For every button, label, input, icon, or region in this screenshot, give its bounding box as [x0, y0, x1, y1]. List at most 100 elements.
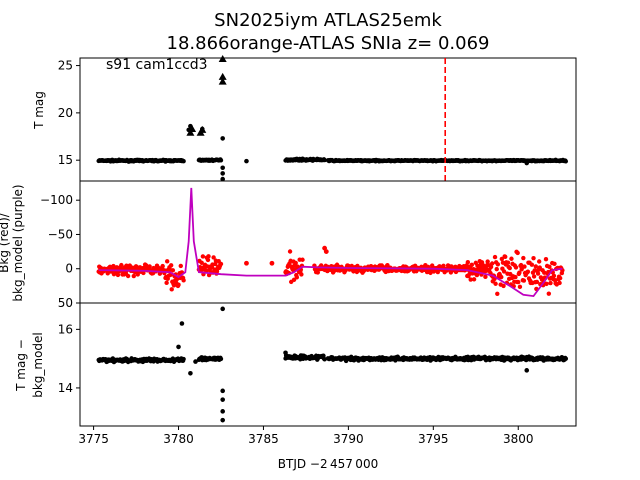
data-point — [322, 157, 327, 163]
background-point — [537, 265, 542, 270]
background-point — [300, 257, 305, 262]
background-point — [355, 263, 360, 269]
background-point — [535, 271, 541, 276]
background-point — [533, 264, 538, 269]
data-point — [181, 356, 186, 362]
background-point — [515, 250, 520, 256]
background-point — [495, 291, 500, 296]
y-tick-label: −100 — [40, 193, 73, 207]
data-point — [176, 344, 181, 350]
y-tick-label: 15 — [58, 153, 73, 167]
background-point — [205, 257, 211, 263]
background-point — [287, 249, 293, 254]
data-point — [179, 321, 185, 326]
background-point — [542, 270, 547, 275]
background-point — [548, 280, 553, 286]
background-point — [499, 274, 504, 280]
background-point — [293, 260, 298, 266]
bottom-y-axis-label-line1: T mag − — [14, 339, 28, 392]
background-point — [507, 265, 512, 271]
background-point — [244, 260, 249, 266]
x-axis-label: BTJD −2 457 000 — [278, 457, 378, 471]
background-point — [115, 272, 121, 278]
data-point — [244, 158, 249, 164]
background-point — [199, 260, 204, 266]
data-point — [220, 176, 225, 182]
background-point — [516, 279, 521, 285]
data-point — [220, 388, 225, 394]
background-point — [471, 277, 477, 282]
data-point — [218, 158, 224, 163]
y-tick-label: −50 — [48, 227, 73, 241]
background-point — [206, 254, 211, 259]
background-point — [485, 259, 490, 264]
x-tick-label: 3785 — [248, 432, 279, 446]
background-point — [547, 264, 552, 270]
background-point — [478, 265, 483, 271]
upper-limit-triangle — [188, 124, 197, 132]
background-point — [131, 273, 136, 279]
panel-bottom-mag-minus-model: 14 16 3775 3780 3785 3790 3795 3800 — [58, 302, 577, 446]
middle-y-axis-label-line1: Bkg (red)/ — [0, 212, 11, 273]
upper-limit-triangle — [218, 77, 227, 85]
background-point — [204, 268, 209, 273]
background-point — [529, 262, 535, 267]
background-point — [525, 269, 531, 274]
background-point — [557, 280, 562, 286]
background-point — [147, 264, 152, 269]
data-point — [220, 409, 225, 414]
background-point — [294, 275, 300, 280]
bottom-y-axis-label-line2: bkg_model — [31, 332, 45, 398]
background-point — [468, 277, 473, 282]
data-point — [322, 357, 327, 362]
x-tick-label: 3800 — [503, 432, 534, 446]
background-point — [125, 273, 131, 279]
background-point — [465, 260, 471, 265]
background-point — [168, 263, 174, 268]
sector-camera-annotation: s91 cam1ccd3 — [106, 57, 208, 73]
background-point — [488, 264, 494, 270]
background-point — [181, 278, 186, 283]
upper-limit-triangle — [198, 125, 207, 133]
middle-y-axis-label-line2: bkg_model (purple) — [11, 184, 25, 301]
x-tick-label: 3780 — [163, 432, 194, 446]
background-point — [169, 287, 174, 292]
background-point — [544, 281, 549, 287]
background-point — [517, 284, 523, 290]
background-point — [323, 249, 329, 254]
background-point — [428, 270, 433, 276]
axes-frame — [79, 302, 577, 427]
upper-limit-triangle — [218, 72, 227, 80]
data-point — [181, 158, 186, 164]
background-point — [531, 255, 536, 261]
background-point — [178, 263, 183, 269]
data-point — [220, 397, 225, 402]
data-point — [188, 370, 193, 376]
upper-limit-triangle — [186, 128, 195, 136]
data-point — [220, 136, 225, 141]
background-point — [505, 260, 511, 265]
data-point — [193, 359, 198, 364]
data-point — [220, 417, 225, 423]
background-point — [521, 278, 527, 283]
background-point — [469, 262, 475, 268]
data-point — [218, 356, 224, 362]
background-point — [546, 291, 552, 296]
background-point — [492, 254, 498, 260]
background-point — [164, 259, 170, 264]
background-point — [509, 256, 514, 261]
background-point — [513, 265, 519, 270]
panel-middle-background: 50 0 −50 −100 — [40, 180, 577, 310]
upper-limit-triangle — [218, 55, 227, 62]
data-point — [563, 159, 569, 164]
background-point — [218, 261, 224, 267]
background-point — [552, 261, 557, 266]
data-point — [220, 171, 225, 176]
chart-title-line2: 18.866orange-ATLAS SNIa z= 0.069 — [167, 33, 490, 54]
background-point — [119, 262, 124, 268]
background-point — [200, 254, 206, 259]
background-point — [211, 255, 216, 260]
data-point — [220, 165, 225, 171]
background-point — [503, 254, 508, 260]
background-point — [543, 256, 549, 262]
